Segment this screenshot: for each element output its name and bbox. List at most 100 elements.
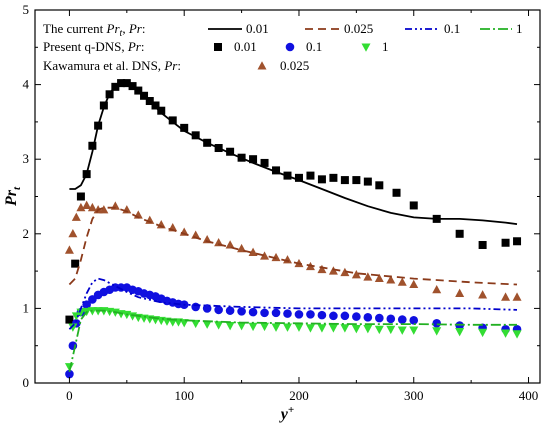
data-point xyxy=(375,313,384,323)
data-point xyxy=(305,324,315,333)
data-point xyxy=(351,325,361,334)
data-point xyxy=(271,252,281,262)
data-point xyxy=(82,300,91,309)
legend-row-qdns: Present q-DNS, Pr: 0.01 0.1 1 xyxy=(43,39,389,54)
data-point xyxy=(214,321,224,330)
legend-entry-label: 0.025 xyxy=(344,21,373,36)
data-point xyxy=(392,188,401,197)
legend-row-kawamura: Kawamura et al. DNS, Pr: 0.025 xyxy=(43,58,309,73)
data-point xyxy=(375,181,384,190)
legend-marker-sample xyxy=(285,42,295,52)
data-point xyxy=(340,311,350,321)
data-point xyxy=(260,322,270,332)
legend-entry-label: 0.01 xyxy=(234,39,257,54)
data-point xyxy=(226,147,235,156)
data-point xyxy=(168,116,177,125)
data-point xyxy=(409,279,419,289)
data-point xyxy=(237,322,247,331)
legend-entry-label: 1 xyxy=(382,39,389,54)
legend-marker-sample xyxy=(361,43,371,52)
x-tick-label: 0 xyxy=(66,388,73,403)
legend-entry-label: 0.1 xyxy=(306,39,322,54)
data-point xyxy=(214,305,223,315)
y-axis-title: Prt xyxy=(3,186,23,207)
data-point xyxy=(455,328,465,337)
data-point xyxy=(363,325,373,334)
data-point xyxy=(87,202,97,212)
data-point xyxy=(248,307,258,317)
data-point xyxy=(283,255,292,264)
data-point xyxy=(397,315,407,324)
series-qdns-pr-1 xyxy=(64,307,522,372)
data-point xyxy=(397,277,407,286)
data-point xyxy=(432,319,442,328)
data-point xyxy=(374,273,384,283)
x-tick-label: 300 xyxy=(404,388,424,403)
y-tick-label: 2 xyxy=(23,226,30,241)
data-point xyxy=(409,316,419,325)
data-point xyxy=(191,302,200,312)
data-point xyxy=(363,177,372,186)
data-point xyxy=(363,313,373,322)
data-point xyxy=(363,272,373,281)
data-point xyxy=(501,292,511,301)
data-point xyxy=(513,237,522,246)
data-point xyxy=(478,290,488,299)
data-point xyxy=(180,123,189,132)
x-axis-title: y+ xyxy=(279,404,294,423)
y-tick-label: 3 xyxy=(23,151,30,166)
data-point xyxy=(248,322,258,332)
data-point xyxy=(260,251,270,260)
data-point xyxy=(351,270,361,279)
data-point xyxy=(64,245,74,254)
data-point xyxy=(99,205,109,214)
data-point xyxy=(191,319,201,329)
legend-row-label: Kawamura et al. DNS, Pr: xyxy=(43,58,181,73)
data-point xyxy=(329,173,338,182)
data-point xyxy=(512,292,522,301)
data-point xyxy=(249,155,258,164)
data-point xyxy=(306,171,315,180)
data-point xyxy=(82,200,92,209)
data-point xyxy=(455,288,465,297)
legend-entry-label: 0.1 xyxy=(444,21,460,36)
data-point xyxy=(317,324,327,333)
data-point xyxy=(68,323,78,332)
data-point xyxy=(157,106,166,115)
data-point xyxy=(88,141,97,150)
data-point xyxy=(248,247,258,256)
data-point xyxy=(478,328,488,338)
data-point xyxy=(65,369,74,379)
data-point xyxy=(386,325,396,335)
series-line-model-pr-0_1 xyxy=(68,277,518,330)
data-point xyxy=(237,307,246,316)
data-point xyxy=(352,176,361,185)
x-tick-label: 400 xyxy=(519,388,539,403)
series-line-model-pr-0_025 xyxy=(68,206,518,286)
data-point xyxy=(306,310,315,319)
data-point xyxy=(283,309,292,318)
axes: 0 100 200 300 400 0 1 2 3 4 5 y+ Prt xyxy=(3,2,541,423)
series-line-model-pr-1 xyxy=(68,309,517,372)
data-point xyxy=(352,312,361,321)
y-tick-label: 1 xyxy=(23,300,30,315)
data-point xyxy=(501,238,510,247)
data-point xyxy=(71,259,80,268)
data-point xyxy=(76,202,86,212)
legend-entry-label: 1 xyxy=(516,21,523,36)
data-point xyxy=(328,324,338,333)
data-point xyxy=(225,322,235,331)
data-point xyxy=(329,311,338,321)
legend-entry-label: 0.01 xyxy=(246,21,269,36)
data-point xyxy=(71,312,81,321)
x-tick-label: 100 xyxy=(174,388,194,403)
data-point xyxy=(409,201,418,210)
data-point xyxy=(271,323,281,332)
x-tick-label: 200 xyxy=(289,388,309,403)
series-line-model-pr-0_01 xyxy=(69,83,518,225)
data-point xyxy=(294,173,303,182)
data-point xyxy=(432,327,442,336)
legend-row-model: The current Prt, Pr: 0.01 0.025 0.1 1 xyxy=(43,21,523,39)
data-point xyxy=(225,306,235,315)
data-point xyxy=(397,326,407,335)
